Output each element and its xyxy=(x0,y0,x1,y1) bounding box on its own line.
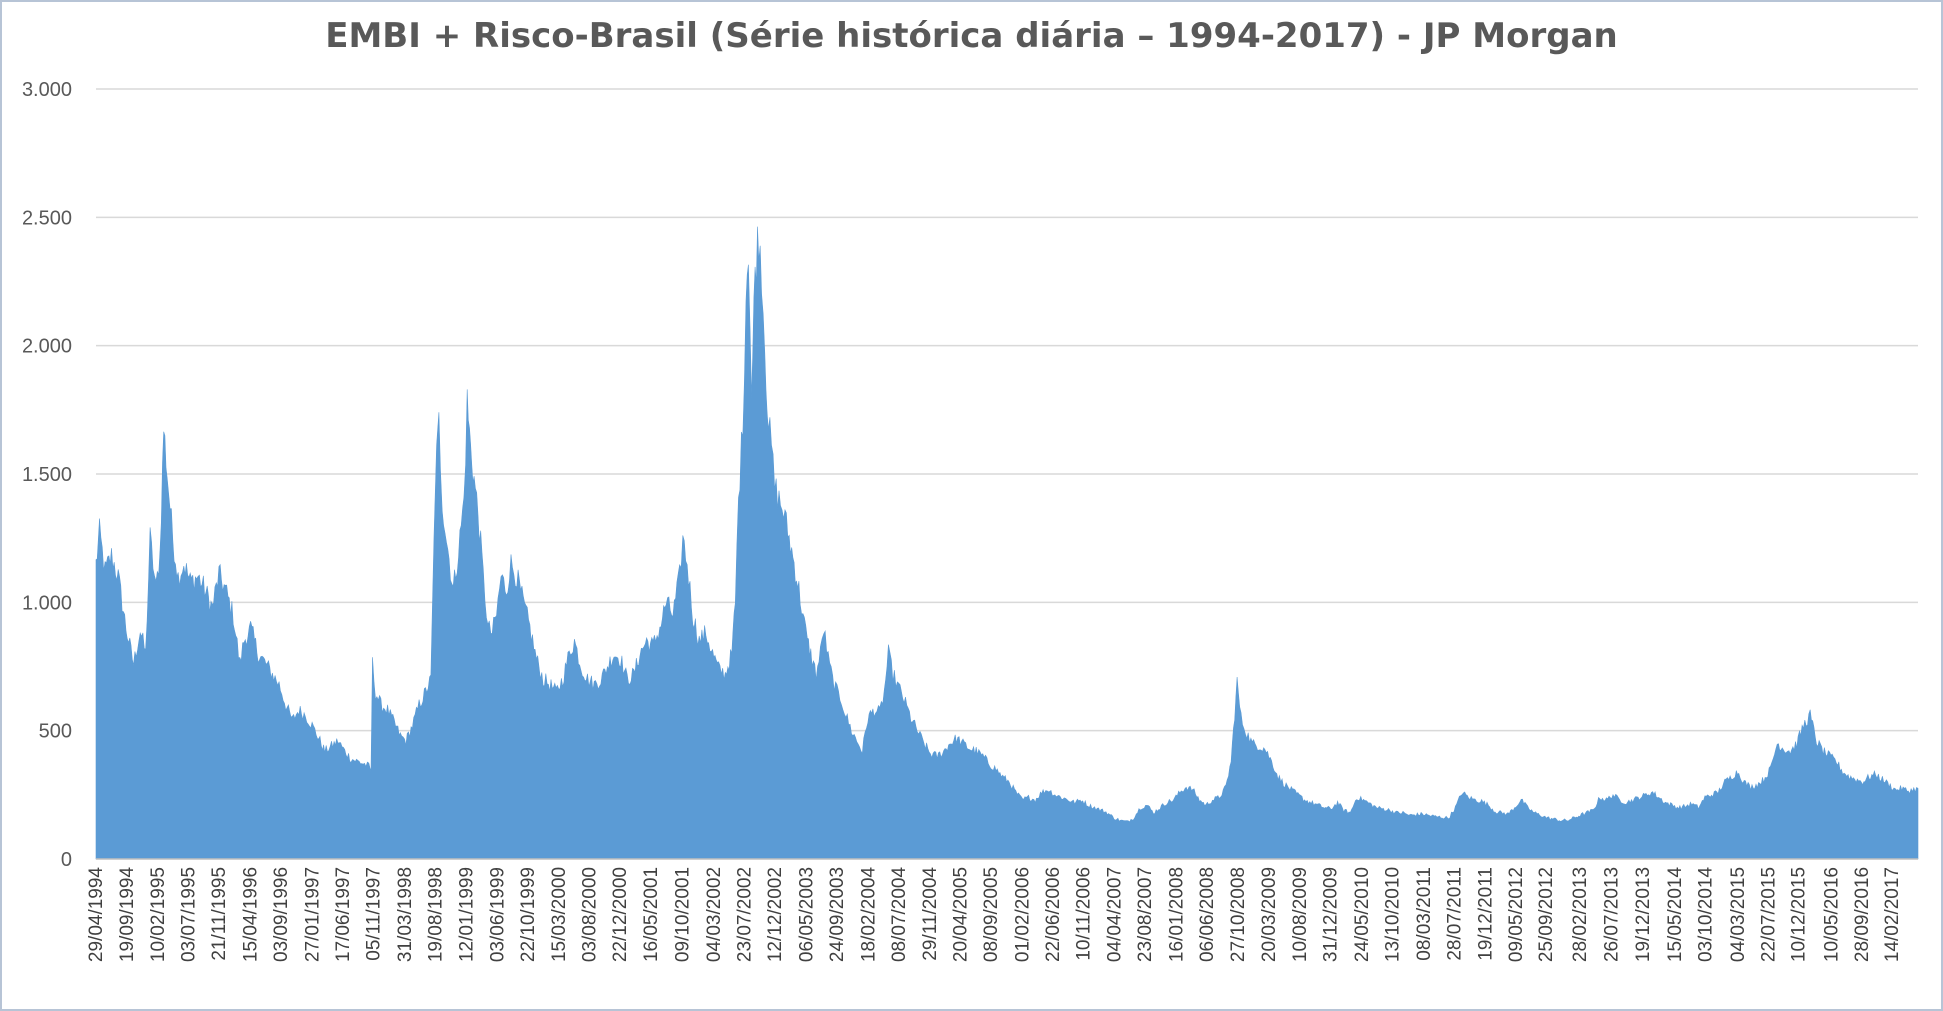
x-tick-label: 10/11/2006 xyxy=(1073,867,1094,961)
x-tick-label: 10/02/1995 xyxy=(148,867,169,962)
x-tick-label: 31/03/1998 xyxy=(395,867,416,962)
x-tick-label: 16/05/2001 xyxy=(641,867,662,962)
x-tick-label: 19/12/2011 xyxy=(1476,867,1497,961)
x-tick-label: 08/03/2011 xyxy=(1414,867,1435,961)
x-tick-label: 27/01/1997 xyxy=(303,867,324,962)
x-tick-label: 24/05/2010 xyxy=(1352,867,1373,962)
x-tick-label: 03/07/1995 xyxy=(179,867,200,962)
x-tick-label: 09/05/2012 xyxy=(1506,867,1527,962)
x-tick-label: 15/04/1996 xyxy=(241,867,262,962)
x-tick-label: 18/02/2004 xyxy=(859,867,880,963)
x-tick-label: 08/09/2005 xyxy=(981,867,1002,962)
x-tick-label: 23/07/2002 xyxy=(735,867,756,962)
x-tick-label: 22/12/2000 xyxy=(610,867,631,962)
x-axis-ticks: 29/04/1994 19/09/1994 10/02/1995 03/07/1995… xyxy=(86,867,1903,963)
x-tick-label: 03/09/1996 xyxy=(271,867,292,962)
y-tick-label: 1.000 xyxy=(22,592,72,614)
x-tick-label: 06/06/2008 xyxy=(1197,867,1218,962)
x-tick-label: 20/03/2009 xyxy=(1259,867,1280,962)
chart-title: EMBI + Risco-Brasil (Série histórica diá… xyxy=(325,16,1618,56)
gridlines xyxy=(96,88,1918,732)
x-tick-label: 06/05/2003 xyxy=(796,867,817,962)
y-tick-label: 2.500 xyxy=(22,207,72,229)
x-tick-label: 21/11/1995 xyxy=(209,867,230,961)
x-tick-label: 15/03/2000 xyxy=(549,867,570,962)
x-tick-label: 29/11/2004 xyxy=(920,867,941,961)
x-tick-label: 25/09/2012 xyxy=(1536,867,1557,962)
x-tick-label: 28/07/2011 xyxy=(1445,867,1466,961)
x-tick-label: 23/08/2007 xyxy=(1135,867,1156,962)
x-tick-label: 09/10/2001 xyxy=(673,867,694,962)
y-tick-label: 2.000 xyxy=(22,336,72,358)
y-tick-label: 1.500 xyxy=(22,464,72,486)
x-tick-label: 17/06/1997 xyxy=(333,867,354,962)
y-tick-label: 500 xyxy=(39,721,72,743)
y-tick-label: 3.000 xyxy=(22,79,72,101)
x-tick-label: 28/02/2013 xyxy=(1570,867,1591,962)
x-tick-label: 27/10/2008 xyxy=(1228,867,1249,962)
x-tick-label: 13/10/2010 xyxy=(1382,867,1403,962)
x-tick-label: 04/04/2007 xyxy=(1105,867,1126,962)
x-tick-label: 31/12/2009 xyxy=(1321,867,1342,962)
x-tick-label: 03/08/2000 xyxy=(580,867,601,962)
x-tick-label: 19/12/2013 xyxy=(1633,867,1654,962)
x-tick-label: 16/01/2008 xyxy=(1167,867,1188,962)
x-tick-label: 22/07/2015 xyxy=(1758,867,1779,962)
x-tick-label: 28/09/2016 xyxy=(1852,867,1873,962)
x-tick-label: 22/06/2006 xyxy=(1043,867,1064,962)
x-tick-label: 24/09/2003 xyxy=(827,867,848,962)
y-axis-ticks: 0 500 1.000 1.500 2.000 2.500 3.000 xyxy=(22,79,72,871)
x-tick-label: 10/05/2016 xyxy=(1822,867,1843,962)
x-tick-label: 08/07/2004 xyxy=(889,867,910,963)
x-tick-label: 10/12/2015 xyxy=(1789,867,1810,962)
y-tick-label: 0 xyxy=(61,849,72,871)
series-area xyxy=(95,226,1919,860)
x-tick-label: 03/06/1999 xyxy=(487,867,508,962)
x-tick-label: 26/07/2013 xyxy=(1602,867,1623,962)
x-tick-label: 10/08/2009 xyxy=(1290,867,1311,962)
x-tick-label: 14/02/2017 xyxy=(1882,867,1903,962)
x-tick-label: 04/03/2015 xyxy=(1728,867,1749,962)
x-tick-label: 04/03/2002 xyxy=(704,867,725,962)
x-tick-label: 22/10/1999 xyxy=(518,867,539,962)
x-tick-label: 12/01/1999 xyxy=(457,867,478,962)
x-tick-label: 03/10/2014 xyxy=(1695,867,1716,963)
x-tick-label: 19/09/1994 xyxy=(117,867,138,963)
x-tick-label: 05/11/1997 xyxy=(363,867,384,961)
x-tick-label: 29/04/1994 xyxy=(86,867,107,963)
x-tick-label: 01/02/2006 xyxy=(1013,867,1034,962)
x-tick-label: 15/05/2014 xyxy=(1665,867,1686,963)
x-tick-label: 12/12/2002 xyxy=(765,867,786,962)
x-tick-label: 20/04/2005 xyxy=(951,867,972,962)
series-area-layer xyxy=(95,226,1919,860)
x-tick-label: 19/08/1998 xyxy=(425,867,446,962)
